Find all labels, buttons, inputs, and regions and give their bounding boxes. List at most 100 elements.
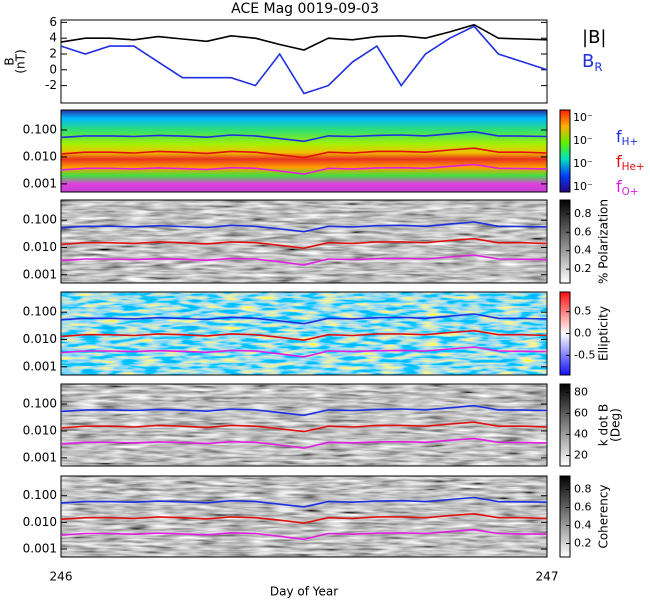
panel xyxy=(61,384,547,466)
colorbar-tick-label: 0.6 xyxy=(574,501,592,514)
colorbar-tick-label: 60 xyxy=(574,406,588,419)
legend-name: f xyxy=(616,127,622,146)
colorbar xyxy=(559,109,571,193)
colorbar-label: 10⁻ xyxy=(573,157,593,170)
colorbar-tick-label: 0.8 xyxy=(574,207,592,220)
colorbar-tick-label: 0.6 xyxy=(574,225,592,238)
y-tick-label: 0.001 xyxy=(23,450,57,464)
legend-subscript: H+ xyxy=(622,136,639,148)
series-line xyxy=(60,528,548,541)
y-tick-label: -2 xyxy=(45,78,57,92)
series-line xyxy=(60,329,548,342)
series-line xyxy=(60,147,548,159)
y-tick-label: 0.100 xyxy=(23,122,57,136)
series-line xyxy=(60,25,548,95)
legend-label: fH+ xyxy=(616,127,638,149)
y-tick-label: 0.010 xyxy=(23,332,57,346)
colorbar-title: (Deg) xyxy=(609,408,623,442)
y-tick-label: 0.001 xyxy=(23,359,57,373)
y-tick-label: 0.100 xyxy=(23,213,57,227)
y-tick-label: 0.010 xyxy=(23,423,57,437)
colorbar-title: Coherency xyxy=(597,484,611,548)
legend-label: |B| xyxy=(582,27,606,48)
spectrogram xyxy=(61,200,547,283)
y-tick-label: 0.010 xyxy=(23,240,57,254)
series-line xyxy=(60,254,548,266)
legend-label: fHe+ xyxy=(616,152,645,174)
colorbar-tick-label: 0.4 xyxy=(574,244,592,257)
colorbar-tick-label: 0.5 xyxy=(574,305,592,318)
colorbar-tick-label: 20 xyxy=(574,448,588,461)
series-line xyxy=(60,313,548,325)
y-tick-label: 0.001 xyxy=(23,541,57,555)
legend-name: f xyxy=(616,177,622,196)
series-line xyxy=(60,237,548,250)
plot-frame xyxy=(60,291,548,376)
colorbar-tick-label: 0.2 xyxy=(574,262,592,275)
colorbar-tick-label: 40 xyxy=(574,427,588,440)
plot-frame xyxy=(60,19,548,104)
series-line xyxy=(60,437,548,449)
chart-title: ACE Mag 0019-09-03 xyxy=(231,1,379,17)
spectrogram xyxy=(61,110,547,192)
spectrogram xyxy=(61,292,547,375)
y-tick-label: 0.001 xyxy=(23,176,57,190)
y-tick-label: 4 xyxy=(49,31,57,45)
colorbar-tick-label: 0.4 xyxy=(574,519,592,532)
series-line xyxy=(60,421,548,433)
x-axis-label: Day of Year xyxy=(270,585,338,599)
y-tick-label: 6 xyxy=(49,15,57,29)
y-tick-label: 0.100 xyxy=(23,396,57,410)
spectrogram xyxy=(61,476,547,557)
series-line xyxy=(60,221,548,233)
legend-name: B xyxy=(582,51,594,72)
y-tick-label: 0.100 xyxy=(23,305,57,319)
y-tick-label: 0.100 xyxy=(23,488,57,502)
y-tick-label: 0.010 xyxy=(23,149,57,163)
y-tick-label: 0 xyxy=(49,62,57,76)
colorbar-tick-label: 0.8 xyxy=(574,483,592,496)
x-tick-label: 246 xyxy=(50,570,73,584)
panel xyxy=(61,200,547,283)
colorbar-label: 10⁻ xyxy=(573,180,593,193)
x-tick-label: 247 xyxy=(536,570,559,584)
colorbar-title: Ellipticity xyxy=(597,306,611,361)
legend-subscript: He+ xyxy=(622,161,645,173)
series-line xyxy=(60,496,548,508)
colorbar xyxy=(559,383,571,467)
colorbar-title: k dot B xyxy=(597,404,611,446)
series-line xyxy=(60,512,548,524)
colorbar-tick-label: 0.2 xyxy=(574,537,592,550)
colorbar-tick-label: -0.5 xyxy=(574,348,595,361)
legend-subscript: R xyxy=(594,60,602,74)
legend-subscript: O+ xyxy=(622,186,639,198)
legend-name: |B| xyxy=(582,27,606,48)
colorbar-tick-label: 0.0 xyxy=(574,327,592,340)
panel xyxy=(61,110,547,192)
plot-frame xyxy=(60,475,548,558)
legend-label: fO+ xyxy=(616,177,639,199)
y-axis-label: B xyxy=(3,57,17,65)
plot-frame xyxy=(60,199,548,284)
series-line xyxy=(60,130,548,143)
y-axis-label: (nT) xyxy=(14,49,28,73)
series-line xyxy=(60,23,548,51)
series-line xyxy=(60,163,548,175)
panel xyxy=(61,292,547,375)
colorbar-tick-label: 80 xyxy=(574,385,588,398)
legend-label: BR xyxy=(582,51,602,74)
y-tick-label: 0.010 xyxy=(23,515,57,529)
colorbar-label: 10⁻ xyxy=(573,111,593,124)
colorbar xyxy=(559,475,571,558)
colorbar-title: % Polarization xyxy=(597,199,611,284)
spectrogram xyxy=(61,384,547,466)
panel xyxy=(61,476,547,557)
legend-name: f xyxy=(616,152,622,171)
plot-frame xyxy=(60,383,548,467)
colorbar-label: 10⁻ xyxy=(573,134,593,147)
series-line xyxy=(60,346,548,358)
colorbar xyxy=(559,199,571,284)
y-tick-label: 2 xyxy=(49,46,57,60)
series-line xyxy=(60,404,548,417)
